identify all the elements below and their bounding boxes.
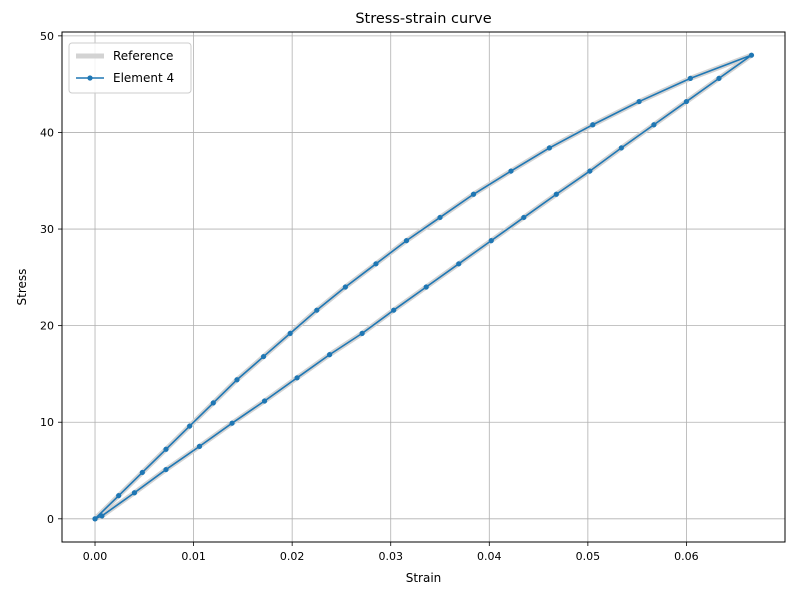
element-4-data-point xyxy=(590,122,596,128)
element-4-data-point xyxy=(687,75,693,81)
element-4-data-point xyxy=(437,214,443,221)
y-tick-label: 40 xyxy=(40,126,54,139)
element-4-data-point xyxy=(260,353,267,360)
element-4-data-point xyxy=(373,261,379,267)
element-4-data-point xyxy=(546,145,553,151)
element-4-data-point xyxy=(553,191,559,197)
element-4-data-point xyxy=(116,493,122,499)
series-layer xyxy=(92,52,755,522)
y-tick-label: 30 xyxy=(40,223,54,236)
element-4-data-point xyxy=(342,284,348,290)
x-tick-label: 0.04 xyxy=(477,550,502,563)
element-4-data-point xyxy=(651,122,657,128)
element-4-data-point xyxy=(327,352,333,358)
element-4-data-point xyxy=(521,214,527,221)
x-tick-label: 0.05 xyxy=(576,550,601,563)
element-4-data-point xyxy=(391,307,397,313)
element-4-data-point xyxy=(187,423,193,429)
legend-element-4-label: Element 4 xyxy=(113,71,174,85)
plot-frame xyxy=(61,31,786,543)
chart-title: Stress-strain curve xyxy=(355,11,491,27)
element-4-data-point xyxy=(131,490,138,496)
element-4-data-point xyxy=(748,52,755,58)
legend-element-4-marker xyxy=(87,75,93,81)
element-4-data-point xyxy=(456,261,462,267)
y-tick-label: 20 xyxy=(40,320,54,333)
element-4-data-point xyxy=(488,238,494,244)
x-tick-label: 0.01 xyxy=(181,550,206,563)
y-tick-label: 0 xyxy=(47,513,54,526)
element-4-data-point xyxy=(99,513,105,519)
element-4-data-point xyxy=(294,375,300,381)
x-tick-label: 0.02 xyxy=(280,550,305,563)
element-4-data-point xyxy=(683,98,690,105)
element-4-data-point xyxy=(470,191,477,197)
legend-reference-label: Reference xyxy=(113,49,173,63)
y-tick-label: 50 xyxy=(40,30,54,43)
element-4-data-point xyxy=(163,466,169,473)
element-4-data-point xyxy=(196,443,203,449)
axis-ticks: 0.00 0.01 0.02 0.03 0.04 0.05 0.06 0 10 20 30 40 50 xyxy=(40,30,699,563)
legend: Reference Element 4 xyxy=(68,42,192,94)
element-4-data-point xyxy=(261,398,268,404)
y-tick-label: 10 xyxy=(40,416,54,429)
element-4-data-point xyxy=(359,330,365,336)
element-4-data-point xyxy=(618,145,624,151)
x-tick-label: 0.06 xyxy=(674,550,699,563)
x-tick-label: 0.03 xyxy=(378,550,403,563)
element-4-data-point xyxy=(636,98,642,105)
element-4-data-point xyxy=(229,420,235,426)
x-axis-label: Strain xyxy=(406,571,442,585)
element-4-data-point xyxy=(403,238,410,244)
x-tick-label: 0.00 xyxy=(83,550,108,563)
element-4-data-point xyxy=(287,330,293,336)
element-4-data-point xyxy=(139,469,145,476)
element-4-data-point xyxy=(234,377,240,383)
element-4-data-point xyxy=(423,284,429,290)
element-4-data-point xyxy=(314,307,320,313)
element-4-data-point xyxy=(163,446,169,452)
element-4-data-point xyxy=(716,75,722,81)
element-4-series-line xyxy=(94,54,753,520)
element-4-data-point xyxy=(508,168,514,174)
element-4-data-point xyxy=(587,168,593,174)
element-4-data-point xyxy=(210,400,216,406)
element-4-data-point xyxy=(92,516,98,522)
y-axis-label: Stress xyxy=(15,269,29,306)
